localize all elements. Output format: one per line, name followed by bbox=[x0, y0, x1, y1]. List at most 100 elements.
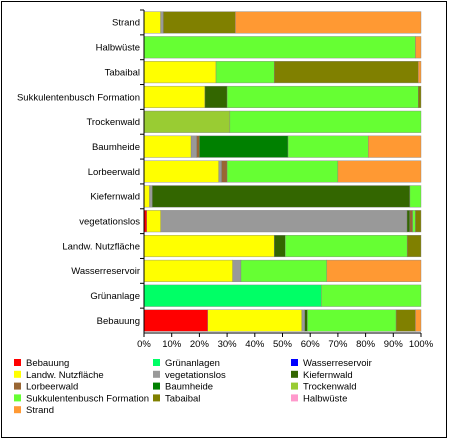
bar-sukkulentenbusch-formation-kiefernwald bbox=[204, 85, 228, 108]
bar-bebauung-tabaibal bbox=[395, 309, 416, 332]
bar-bebauung-landw-nutzflaeche bbox=[207, 309, 303, 332]
legend-label-tabaibal: Tabaibal bbox=[165, 393, 200, 404]
category-label: Baumheide bbox=[92, 142, 140, 153]
legend-swatch-tabaibal bbox=[153, 394, 160, 402]
bar-baumheide-baumheide bbox=[199, 135, 289, 158]
bar-vegetationslos-lorbeerwald bbox=[409, 210, 413, 233]
bar-strand-landw-nutzflaeche bbox=[143, 11, 161, 34]
bar-sukkulentenbusch-formation-landw-nutzflaeche bbox=[143, 85, 206, 108]
legend-label-wasserreservoir: Wasserreservoir bbox=[303, 358, 372, 369]
bar-landw-nutzflaeche-kiefernwald bbox=[273, 235, 286, 258]
x-tick-labels: 0% 10% 20% 30% 40% 50% 60% 70% 80% 90% 100% bbox=[137, 339, 434, 350]
bar-bebauung-kiefernwald bbox=[304, 309, 308, 332]
bar-kiefernwald-kiefernwald bbox=[152, 185, 411, 208]
bar-landw-nutzflaeche-sukkulentenbusch-formation bbox=[285, 235, 408, 258]
category-label: Halbwüste bbox=[96, 43, 140, 54]
x-tick-label: 10% bbox=[162, 339, 182, 350]
bar-lorbeerwald-sukkulentenbusch-formation bbox=[226, 160, 339, 183]
legend-swatch-trockenwald bbox=[291, 382, 298, 390]
legend-swatch-lorbeerwald bbox=[14, 382, 21, 390]
legend-label-vegetationslos: vegetationslos bbox=[165, 370, 226, 381]
legend-label-strand: Strand bbox=[26, 405, 54, 416]
legend-swatch-gruenanlagen bbox=[153, 359, 160, 366]
bar-strand-tabaibal bbox=[163, 11, 236, 34]
bar-baumheide-lorbeerwald bbox=[196, 135, 200, 158]
bar-trockenwald-trockenwald bbox=[143, 110, 231, 133]
legend-swatch-landw-nutzflaeche bbox=[14, 370, 21, 378]
bar-tabaibal-landw-nutzflaeche bbox=[143, 61, 217, 84]
x-tick-label: 0% bbox=[137, 339, 151, 350]
bar-wasserreservoir-landw-nutzflaeche bbox=[143, 259, 233, 282]
legend-label-landw-nutzflaeche: Landw. Nutzfläche bbox=[26, 370, 104, 381]
legend-swatch-strand bbox=[14, 406, 21, 414]
category-label: Kiefernwald bbox=[90, 192, 140, 203]
bar-vegetationslos-tabaibal bbox=[415, 210, 422, 233]
legend-swatch-kiefernwald bbox=[291, 370, 298, 378]
legend-label-bebauung: Bebauung bbox=[26, 358, 69, 369]
x-tick-label: 70% bbox=[328, 339, 348, 350]
category-label: Lorbeerwald bbox=[88, 167, 140, 178]
bar-gruenanlage-gruenanlagen bbox=[143, 284, 322, 307]
x-tick-label: 20% bbox=[190, 339, 210, 350]
bar-baumheide-landw-nutzflaeche bbox=[143, 135, 192, 158]
bar-halbwueste-sukkulentenbusch-formation bbox=[143, 36, 416, 59]
bar-bebauung-bebauung bbox=[143, 309, 208, 332]
bar-gruenanlage-sukkulentenbusch-formation bbox=[321, 284, 422, 307]
legend-label-sukkulentenbusch-formation: Sukkulentenbusch Formation bbox=[26, 393, 149, 404]
legend-swatch-wasserreservoir bbox=[291, 359, 298, 366]
axes-group bbox=[140, 9, 422, 337]
x-tick-label: 40% bbox=[245, 339, 265, 350]
category-label: Landw. Nutzfläche bbox=[62, 241, 140, 252]
bar-sukkulentenbusch-formation-tabaibal bbox=[418, 85, 422, 108]
category-label: Sukkulentenbusch Formation bbox=[17, 92, 140, 103]
legend-label-trockenwald: Trockenwald bbox=[303, 382, 357, 393]
bar-tabaibal-strand bbox=[418, 61, 422, 84]
x-tick-label: 30% bbox=[218, 339, 238, 350]
bar-lorbeerwald-landw-nutzflaeche bbox=[143, 160, 219, 183]
bar-trockenwald-sukkulentenbusch-formation bbox=[229, 110, 422, 133]
legend-label-lorbeerwald: Lorbeerwald bbox=[26, 382, 78, 393]
category-label: vegetationslos bbox=[79, 216, 140, 227]
legend-swatch-sukkulentenbusch-formation bbox=[14, 394, 21, 402]
bar-kiefernwald-vegetationslos bbox=[149, 185, 153, 208]
bar-kiefernwald-landw-nutzflaeche bbox=[143, 185, 150, 208]
legend-swatch-vegetationslos bbox=[153, 370, 160, 378]
bar-tabaibal-sukkulentenbusch-formation bbox=[215, 61, 275, 84]
bars-group bbox=[143, 11, 422, 332]
legend-swatch-halbwueste bbox=[291, 394, 298, 402]
bar-strand-strand bbox=[235, 11, 422, 34]
bar-landw-nutzflaeche-tabaibal bbox=[406, 235, 422, 258]
bar-vegetationslos-sukkulentenbusch-formation bbox=[412, 210, 416, 233]
bar-halbwueste-strand bbox=[415, 36, 422, 59]
bar-baumheide-sukkulentenbusch-formation bbox=[287, 135, 369, 158]
x-tick-label: 60% bbox=[301, 339, 321, 350]
bar-vegetationslos-vegetationslos bbox=[160, 210, 408, 233]
bar-bebauung-strand bbox=[415, 309, 422, 332]
category-label: Tabaibal bbox=[105, 67, 140, 78]
legend-label-baumheide: Baumheide bbox=[165, 382, 213, 393]
x-tick-label: 80% bbox=[356, 339, 376, 350]
bar-wasserreservoir-vegetationslos bbox=[232, 259, 242, 282]
legend-label-halbwueste: Halbwüste bbox=[303, 393, 347, 404]
bar-lorbeerwald-lorbeerwald bbox=[221, 160, 228, 183]
x-tick-label: 90% bbox=[384, 339, 404, 350]
bar-vegetationslos-landw-nutzflaeche bbox=[146, 210, 161, 233]
category-label: Wasserreservoir bbox=[71, 266, 140, 277]
bar-strand-vegetationslos bbox=[160, 11, 164, 34]
legend-label-kiefernwald: Kiefernwald bbox=[303, 370, 353, 381]
bar-wasserreservoir-strand bbox=[326, 259, 422, 282]
x-tick-label: 50% bbox=[273, 339, 293, 350]
category-label: Strand bbox=[112, 18, 140, 29]
bar-bebauung-sukkulentenbusch-formation bbox=[307, 309, 397, 332]
legend: Bebauung Grünanlagen Wasserreservoir Landw.… bbox=[14, 358, 372, 416]
bar-sukkulentenbusch-formation-sukkulentenbusch-formation bbox=[226, 85, 419, 108]
bar-tabaibal-tabaibal bbox=[273, 61, 419, 84]
bar-lorbeerwald-strand bbox=[337, 160, 422, 183]
bar-kiefernwald-sukkulentenbusch-formation bbox=[409, 185, 422, 208]
bar-landw-nutzflaeche-landw-nutzflaeche bbox=[143, 235, 275, 258]
bar-baumheide-vegetationslos bbox=[190, 135, 197, 158]
legend-swatch-bebauung bbox=[14, 359, 21, 366]
bar-lorbeerwald-vegetationslos bbox=[218, 160, 222, 183]
